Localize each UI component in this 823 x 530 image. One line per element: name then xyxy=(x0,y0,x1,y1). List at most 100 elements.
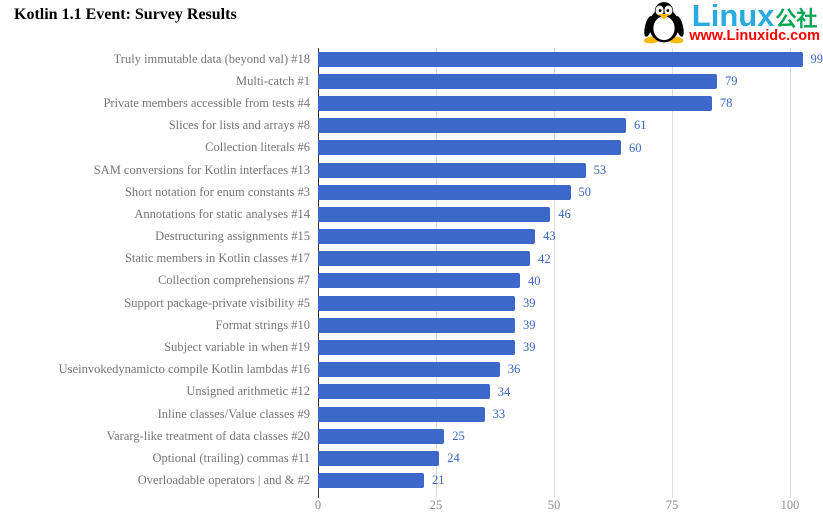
page-title: Kotlin 1.1 Event: Survey Results xyxy=(14,6,237,23)
bar xyxy=(318,384,490,400)
gridline-layer xyxy=(318,48,791,498)
gridline xyxy=(436,48,437,498)
chart-row: Short notation for enum constants #3 50 xyxy=(0,181,823,203)
category-label: Truly immutable data (beyond val) #18 xyxy=(113,51,310,66)
chart-row: Collection comprehensions #7 40 xyxy=(0,270,823,292)
chart-row: Vararg-like treatment of data classes #2… xyxy=(0,425,823,447)
chart-row: Static members in Kotlin classes #17 42 xyxy=(0,248,823,270)
value-label: 50 xyxy=(578,184,592,199)
value-label: 36 xyxy=(507,362,521,377)
value-label: 21 xyxy=(432,473,445,488)
category-label: Overloadable operators | and & #2 xyxy=(137,473,310,488)
chart-row: Collection literals #6 60 xyxy=(0,137,823,159)
value-label: 42 xyxy=(538,251,551,266)
x-tick-label: 100 xyxy=(780,497,800,512)
bar xyxy=(318,428,445,444)
logo-url: www.Linuxidc.com xyxy=(689,28,820,44)
bar xyxy=(318,140,621,156)
x-tick-label: 25 xyxy=(429,497,443,512)
value-label: 43 xyxy=(543,229,556,244)
bar xyxy=(318,162,586,178)
logo-brand: Linux xyxy=(691,0,775,33)
bar xyxy=(318,450,440,466)
value-label: 40 xyxy=(528,273,541,288)
value-label: 39 xyxy=(522,340,536,355)
bar xyxy=(318,229,536,245)
linuxidc-logo: Linux 公社 www.Linuxidc.com xyxy=(641,0,820,44)
bar-track: 46 xyxy=(318,203,823,225)
category-label: Annotations for static analyses #14 xyxy=(134,206,310,221)
bar-chart: Truly immutable data (beyond val) #18 99 M… xyxy=(0,48,823,515)
gridline xyxy=(790,48,791,498)
bar xyxy=(318,340,515,356)
category-label: Format strings #10 xyxy=(215,317,310,332)
chart-row: Optional (trailing) commas #11 24 xyxy=(0,447,823,469)
bar-track: 78 xyxy=(318,92,823,114)
bar xyxy=(318,295,515,311)
category-label: Subject variable in when #19 xyxy=(164,340,310,355)
bar xyxy=(318,206,551,222)
category-label: Inline classes/Value classes #9 xyxy=(157,406,310,421)
value-label: 46 xyxy=(558,207,571,222)
category-label: Support package-private visibility #5 xyxy=(124,295,310,310)
chart-row: Destructuring assignments #15 43 xyxy=(0,226,823,248)
category-label: Useinvokedynamicto compile Kotlin lambda… xyxy=(58,362,310,377)
bar xyxy=(318,118,627,134)
x-tick-label: 75 xyxy=(665,497,679,512)
bar xyxy=(318,362,500,378)
chart-row: Multi-catch #1 79 xyxy=(0,70,823,92)
bar-track: 21 xyxy=(318,470,823,492)
chart-row: Unsigned arithmetic #12 34 xyxy=(0,381,823,403)
bar-track: 39 xyxy=(318,314,823,336)
bar-track: 39 xyxy=(318,292,823,314)
bar xyxy=(318,273,520,289)
category-label: Slices for lists and arrays #8 xyxy=(168,118,310,133)
value-label: 39 xyxy=(522,295,536,310)
value-label: 60 xyxy=(629,140,642,155)
value-label: 78 xyxy=(719,96,733,111)
bar-track: 99 xyxy=(318,48,823,70)
value-label: 79 xyxy=(724,74,738,89)
category-label: Unsigned arithmetic #12 xyxy=(186,384,310,399)
x-axis: 0 25 50 75 100 xyxy=(314,497,800,515)
category-label: SAM conversions for Kotlin interfaces #1… xyxy=(93,162,310,177)
category-label: Destructuring assignments #15 xyxy=(155,229,310,244)
bar-track: 25 xyxy=(318,425,823,447)
category-label: Collection comprehensions #7 xyxy=(157,273,310,288)
bar xyxy=(318,317,515,333)
chart-row: Format strings #10 39 xyxy=(0,314,823,336)
value-label: 33 xyxy=(492,406,506,421)
gridline xyxy=(554,48,555,498)
value-label: 34 xyxy=(497,384,511,399)
bar xyxy=(318,251,531,267)
x-tick-label: 0 xyxy=(314,497,322,512)
bar-track: 79 xyxy=(318,70,823,92)
category-label: Short notation for enum constants #3 xyxy=(124,184,310,199)
bar-track: 40 xyxy=(318,270,823,292)
chart-row: SAM conversions for Kotlin interfaces #1… xyxy=(0,159,823,181)
chart-row: Useinvokedynamicto compile Kotlin lambda… xyxy=(0,359,823,381)
bar-track: 24 xyxy=(318,447,823,469)
category-label: Vararg-like treatment of data classes #2… xyxy=(106,428,310,443)
chart-row: Private members accessible from tests #4… xyxy=(0,92,823,114)
bar-track: 53 xyxy=(318,159,823,181)
bar xyxy=(318,473,425,489)
value-label: 53 xyxy=(593,162,607,177)
category-label: Multi-catch #1 xyxy=(236,73,310,88)
bar xyxy=(318,406,485,422)
chart-row: Subject variable in when #19 39 xyxy=(0,336,823,358)
value-label: 24 xyxy=(447,451,460,466)
value-label: 61 xyxy=(634,118,647,133)
x-tick-label: 50 xyxy=(547,497,561,512)
category-label: Static members in Kotlin classes #17 xyxy=(124,251,310,266)
bar xyxy=(318,184,571,200)
category-label: Private members accessible from tests #4 xyxy=(103,95,310,110)
bar xyxy=(318,73,717,89)
bar-track: 39 xyxy=(318,336,823,358)
gridline xyxy=(672,48,673,498)
zero-axis-line xyxy=(318,48,319,498)
tux-penguin-icon xyxy=(643,2,684,44)
chart-row: Inline classes/Value classes #9 33 xyxy=(0,403,823,425)
chart-row: Overloadable operators | and & #2 21 xyxy=(0,470,823,492)
chart-row: Slices for lists and arrays #8 61 xyxy=(0,115,823,137)
